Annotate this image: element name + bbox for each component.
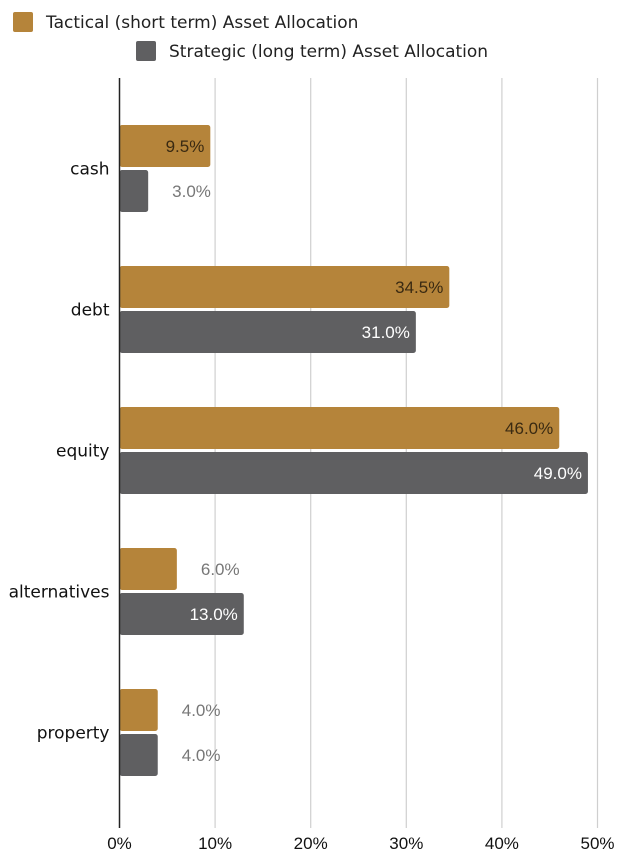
bar-tactical-cash [119, 125, 211, 167]
x-tick-label-0: 0% [107, 834, 132, 853]
bar-tactical-property [119, 689, 158, 731]
category-labels: cash debt equity alternatives property [9, 160, 110, 744]
data-label-tactical-debt: 34.5% [395, 278, 443, 297]
x-tick-label-40: 40% [485, 834, 519, 853]
bar-tactical-debt [119, 266, 450, 308]
legend-swatch-tactical [13, 12, 33, 32]
data-label-tactical-alternatives: 6.0% [201, 560, 240, 579]
data-label-tactical-cash: 9.5% [166, 137, 205, 156]
data-label-tactical-equity: 46.0% [505, 419, 553, 438]
x-tick-label-30: 30% [389, 834, 423, 853]
legend-item-tactical: Tactical (short term) Asset Allocation [13, 12, 358, 33]
data-label-strategic-equity: 49.0% [534, 464, 582, 483]
legend-label-strategic: Strategic (long term) Asset Allocation [169, 42, 488, 62]
category-label-equity: equity [56, 442, 109, 462]
category-label-cash: cash [70, 160, 109, 180]
data-labels: 9.5% 3.0% 34.5% 31.0% 46.0% 49.0% 6.0% 13.0% 4.0… [166, 137, 582, 765]
data-label-strategic-debt: 31.0% [362, 323, 410, 342]
category-label-alternatives: alternatives [9, 583, 110, 603]
bar-strategic-debt [119, 311, 416, 353]
bar-strategic-cash [119, 170, 149, 212]
legend-swatch-strategic [136, 41, 156, 61]
data-label-strategic-cash: 3.0% [172, 182, 211, 201]
bar-strategic-alternatives [119, 593, 244, 635]
category-label-debt: debt [71, 301, 110, 321]
data-label-strategic-alternatives: 13.0% [190, 605, 238, 624]
bars [119, 125, 588, 776]
data-label-tactical-property: 4.0% [182, 701, 221, 720]
bar-tactical-equity [119, 407, 560, 449]
data-label-strategic-property: 4.0% [182, 746, 221, 765]
x-axis-tick-labels: 0% 10% 20% 30% 40% 50% [107, 834, 614, 853]
legend-item-strategic: Strategic (long term) Asset Allocation [136, 41, 488, 62]
x-tick-label-20: 20% [294, 834, 328, 853]
bar-strategic-equity [119, 452, 588, 494]
x-tick-label-50: 50% [580, 834, 614, 853]
x-tick-label-10: 10% [198, 834, 232, 853]
category-label-property: property [37, 724, 110, 744]
legend: Tactical (short term) Asset Allocation S… [13, 12, 488, 62]
legend-label-tactical: Tactical (short term) Asset Allocation [45, 13, 358, 33]
bar-strategic-property [119, 734, 158, 776]
bar-tactical-alternatives [119, 548, 177, 590]
